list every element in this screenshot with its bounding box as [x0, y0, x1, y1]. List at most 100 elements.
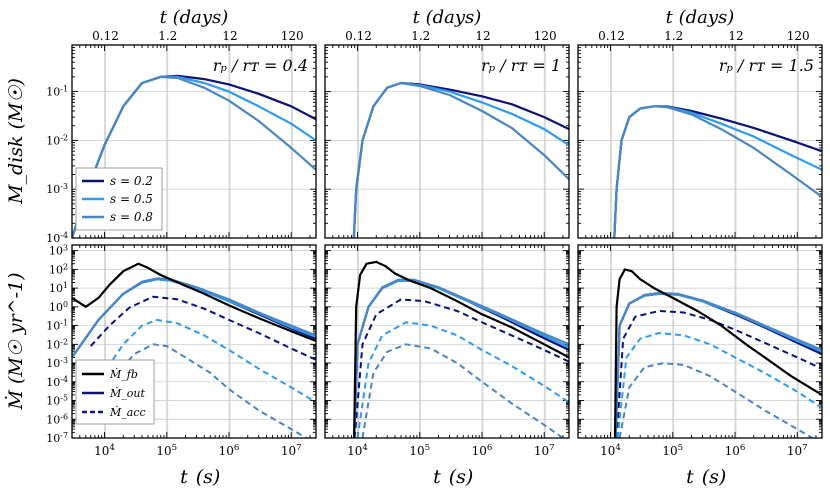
y-tick-label: 10-7 — [46, 431, 68, 446]
top-tick-label: 12 — [222, 29, 237, 43]
y-axis-label-top: M_disk (M☉) — [5, 78, 27, 205]
panel-label: rₚ / rᴛ = 1 — [481, 56, 561, 75]
mdisk-line-s0.8 — [72, 75, 316, 238]
y-tick-label: 10-6 — [46, 412, 68, 427]
mfb-line — [72, 262, 316, 343]
x-axis-label: t — [686, 466, 694, 488]
top-tick-label: 120 — [787, 29, 810, 43]
y-tick-label: 10-3 — [46, 356, 68, 371]
x-tick-label: 105 — [662, 443, 683, 458]
y-tick-label: 10-5 — [46, 393, 68, 408]
mout-line-s0.2 — [72, 278, 316, 359]
macc-line-s0.2 — [89, 295, 316, 361]
mout-line-s0.2 — [614, 292, 822, 438]
x-axis-label: t — [180, 466, 188, 488]
panel-bottom-3: 104 105 106 107 t (s) — [577, 244, 823, 488]
macc-line-s0.8 — [114, 343, 309, 438]
mdisk-line-s0.5 — [352, 81, 569, 238]
top-tick-label: 12 — [728, 29, 743, 43]
x-axis-unit: (s) — [196, 466, 221, 488]
panel-top-3: rₚ / rᴛ = 1.5 0.12 1.2 12 120 t (days) — [577, 7, 823, 239]
mout-line-s0.5 — [614, 292, 822, 438]
panel-frame — [324, 44, 570, 239]
panel-frame — [71, 244, 317, 439]
mdisk-line-s0.2 — [352, 81, 569, 238]
data-layer — [352, 81, 569, 238]
mfb-line — [353, 260, 569, 438]
x-tick-label: 105 — [156, 443, 177, 458]
data-layer — [72, 74, 316, 238]
top-tick-label: 12 — [475, 29, 490, 43]
mout-line-s0.5 — [72, 278, 316, 359]
x-tick-label: 106 — [725, 443, 746, 458]
y-tick-label: 10-1 — [46, 318, 68, 333]
data-layer — [72, 262, 316, 438]
top-tick-label: 0.12 — [92, 29, 119, 43]
panel-frame — [71, 44, 317, 239]
mout-line-s0.8 — [614, 291, 822, 438]
legend-top: s = 0.2 s = 0.5 s = 0.8 — [75, 167, 163, 231]
macc-line-s0.5 — [616, 332, 822, 438]
y-tick-label: 103 — [49, 243, 68, 257]
x-tick-label: 107 — [534, 443, 555, 458]
x-tick-label: 104 — [600, 443, 621, 458]
panel-label: rₚ / rᴛ = 0.4 — [213, 56, 308, 75]
macc-line-s0.8 — [361, 343, 565, 438]
x-tick-label: 104 — [94, 443, 115, 458]
top-tick-label: 0.12 — [598, 29, 625, 43]
macc-line-s0.2 — [615, 310, 822, 438]
top-tick-label: 1.2 — [664, 29, 683, 43]
top-axis-label: t (days) — [160, 7, 229, 28]
y-tick-label: 10-2 — [46, 133, 68, 148]
y-axis-label-bottom: Ṁ (M☉ yr^-1) — [4, 272, 27, 410]
grid — [578, 45, 822, 239]
panel-frame — [577, 44, 823, 239]
panel-top-2: rₚ / rᴛ = 1 0.12 1.2 12 120 t (days) — [324, 7, 570, 239]
macc-line-s0.2 — [353, 298, 569, 438]
x-tick-label: 107 — [787, 443, 808, 458]
top-axis-label: t (days) — [413, 7, 482, 28]
x-tick-label: 104 — [347, 443, 368, 458]
panel-frame — [324, 244, 570, 439]
x-tick-label: 106 — [472, 443, 493, 458]
x-tick-label: 105 — [409, 443, 430, 458]
y-tick-label: 101 — [49, 281, 68, 296]
top-tick-label: 0.12 — [345, 29, 372, 43]
panel-bottom-2: 104 105 106 107 t (s) — [324, 244, 570, 488]
y-tick-label: 10-4 — [46, 231, 68, 246]
grid — [325, 45, 569, 239]
mfb-line — [613, 268, 822, 438]
legend-bottom: Ṁ_fb Ṁ_out Ṁ_acc — [75, 359, 155, 425]
macc-line-s0.5 — [100, 318, 316, 404]
legend-label: s = 0.2 — [110, 174, 153, 188]
y-tick-label: 102 — [49, 262, 68, 277]
legend-label: s = 0.5 — [110, 192, 153, 206]
y-tick-label: 10-3 — [46, 182, 68, 197]
y-tick-label: 10-1 — [46, 84, 68, 99]
x-tick-label: 106 — [219, 443, 240, 458]
macc-line-s0.5 — [356, 321, 569, 438]
legend-label: Ṁ_acc — [109, 405, 146, 419]
x-tick-label: 107 — [281, 443, 302, 458]
mdisk-line-s0.8 — [352, 81, 569, 238]
legend-label: Ṁ_fb — [109, 367, 138, 381]
panel-frame — [577, 244, 823, 439]
mdisk-line-s0.8 — [613, 105, 822, 238]
y-tick-label: 100 — [49, 299, 68, 314]
mdisk-line-s0.2 — [613, 105, 822, 238]
data-layer — [613, 105, 822, 238]
mout-line-s0.8 — [353, 278, 569, 438]
mdisk-line-s0.5 — [613, 105, 822, 238]
panel-top-1: rₚ / rᴛ = 0.4 10-4 10-3 10-2 10-1 0.12 1.2 12 12… — [46, 7, 317, 246]
macc-line-s0.8 — [618, 362, 815, 438]
top-tick-label: 1.2 — [158, 29, 177, 43]
top-tick-label: 1.2 — [411, 29, 430, 43]
legend-label: s = 0.8 — [110, 210, 153, 224]
legend-label: Ṁ_out — [109, 386, 145, 400]
top-tick-label: 120 — [534, 29, 557, 43]
x-axis-label: t — [433, 466, 441, 488]
x-axis-unit: (s) — [449, 466, 474, 488]
data-layer — [613, 268, 822, 438]
y-tick-label: 10-4 — [46, 374, 68, 389]
